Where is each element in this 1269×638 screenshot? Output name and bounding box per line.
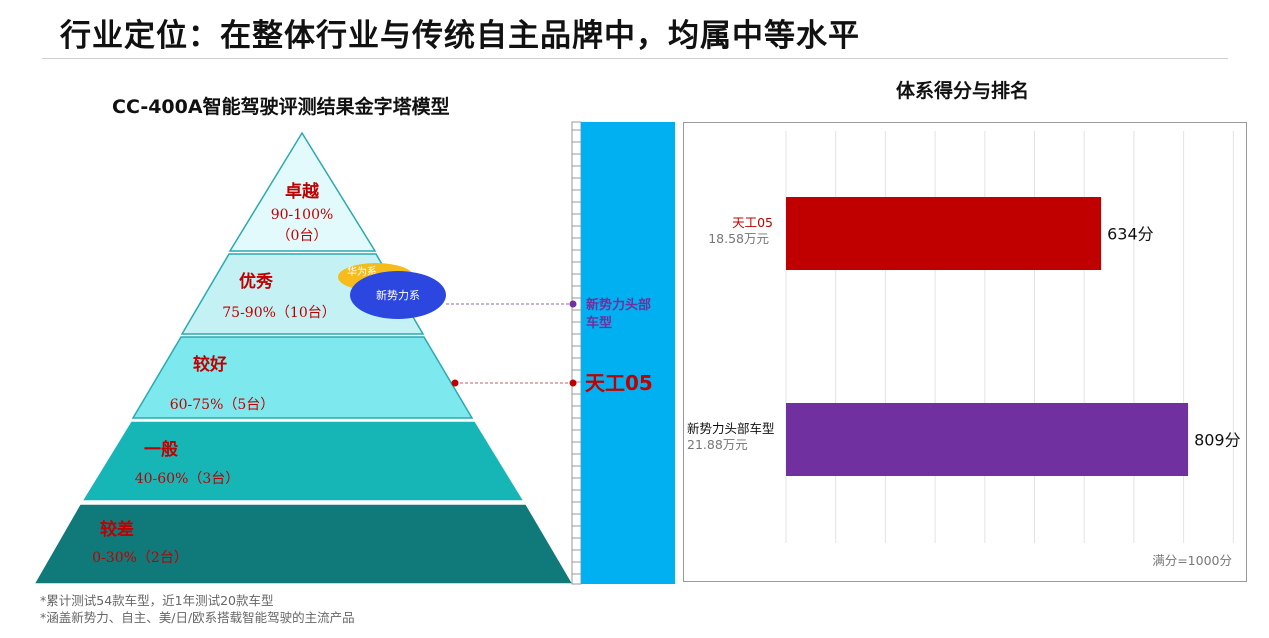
- pyramid-tier-good: [131, 336, 474, 419]
- bar-chart-title: 体系得分与排名: [896, 80, 1030, 102]
- tier-range-average: 40-60%（3台）: [135, 471, 240, 487]
- pyramid-tier-average: [80, 420, 526, 502]
- category-label: 新势力头部车型: [687, 421, 775, 436]
- bar-value-label: 809分: [1194, 431, 1241, 450]
- new-forces-marker-line2: 车型: [586, 315, 612, 331]
- pyramid-title: CC-400A智能驾驶评测结果金字塔模型: [112, 96, 450, 118]
- title-divider: [42, 58, 1228, 59]
- category-price: 18.58万元: [708, 231, 769, 246]
- tier-name-average: 一般: [144, 439, 178, 460]
- bar-1: [786, 403, 1189, 476]
- bar-value-label: 634分: [1107, 225, 1154, 244]
- bar-0: [786, 197, 1102, 270]
- page-title: 行业定位：在整体行业与传统自主品牌中，均属中等水平: [60, 18, 860, 54]
- new-forces-marker-line1: 新势力头部: [586, 297, 651, 313]
- tier-range-excellent: 90-100%: [271, 207, 334, 223]
- tier-range-good-plus: 75-90%（10台）: [222, 305, 335, 321]
- score-band: [581, 122, 675, 584]
- new-forces-marker-label: 新势力头部 车型: [586, 297, 656, 331]
- tier-name-good: 较好: [193, 354, 227, 375]
- scale-ruler: [571, 121, 582, 585]
- full-score-note: 满分=1000分: [1152, 553, 1232, 568]
- tier-name-good-plus: 优秀: [239, 271, 273, 292]
- new-forces-dot: [569, 300, 577, 308]
- pyramid-diagram: 卓越 90-100% （0台） 优秀 75-90%（10台） 较好 60-75%…: [32, 121, 675, 585]
- category-label: 天工05: [732, 215, 773, 230]
- new-forces-badge: [350, 271, 446, 319]
- tiangong-start-dot: [451, 379, 459, 387]
- tiangong-dot: [569, 379, 577, 387]
- ruler-ticks: [572, 129, 581, 575]
- category-price: 21.88万元: [687, 437, 748, 452]
- huawei-badge-label: 华为系: [347, 265, 377, 278]
- pyramid-tier-poor: [32, 503, 575, 585]
- tier-name-excellent: 卓越: [285, 181, 320, 202]
- pyramid-tier-excellent: [228, 131, 377, 252]
- tier-name-poor: 较差: [100, 519, 134, 540]
- bar-chart: 634分 天工05 18.58万元 809分 新势力头部车型 21.88万元满分=1000…: [683, 122, 1247, 582]
- new-forces-badge-label: 新势力系: [376, 288, 420, 302]
- footnote-2: *涵盖新势力、自主、美/日/欧系搭载智能驾驶的主流产品: [40, 610, 355, 625]
- tiangong-marker-label: 天工05: [585, 371, 653, 395]
- tier-range-good: 60-75%（5台）: [170, 397, 275, 413]
- tier-range-poor: 0-30%（2台）: [92, 550, 188, 566]
- tier-count-excellent: （0台）: [277, 228, 328, 244]
- footnote-1: *累计测试54款车型，近1年测试20款车型: [40, 593, 274, 608]
